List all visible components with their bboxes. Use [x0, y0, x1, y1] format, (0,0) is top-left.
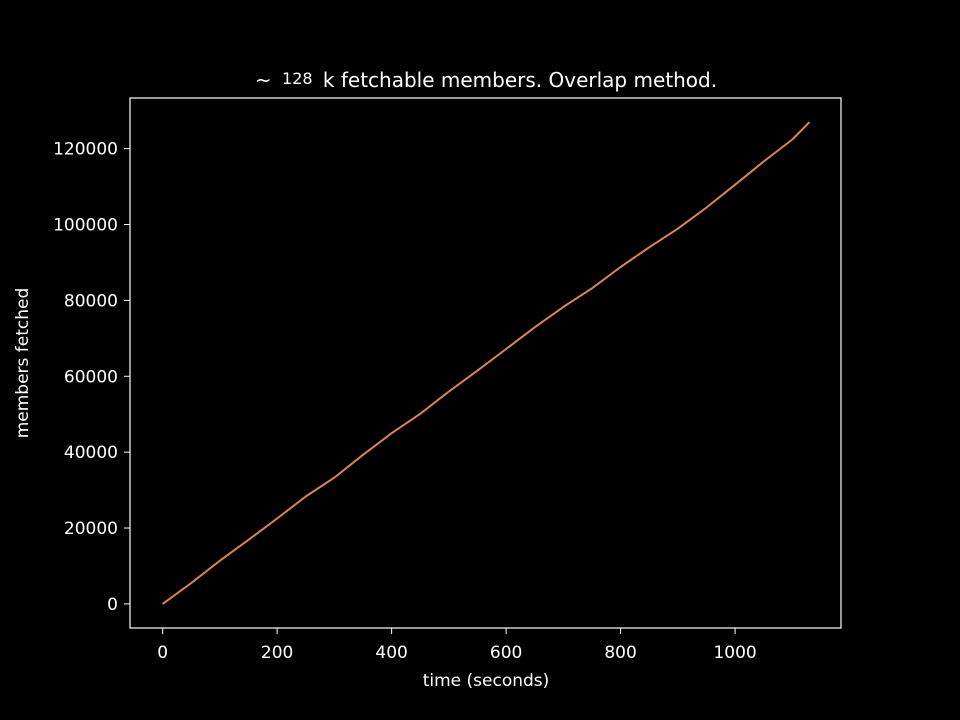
x-tick-label: 1000	[713, 643, 756, 663]
x-tick-label: 600	[490, 643, 522, 663]
plot-area	[162, 121, 811, 605]
y-tick-label: 80000	[64, 291, 118, 311]
x-tick-label: 200	[261, 643, 293, 663]
x-tick-label: 0	[157, 643, 168, 663]
series-line-0	[162, 121, 811, 605]
plot-frame	[129, 97, 842, 629]
chart-title: ~ 128 k fetchable members. Overlap metho…	[255, 65, 717, 92]
y-tick-label: 20000	[64, 519, 118, 539]
y-tick-label: 100000	[53, 216, 118, 236]
x-axis-label: time (seconds)	[423, 671, 550, 691]
y-tick-label: 60000	[64, 367, 118, 387]
y-tick-label: 40000	[64, 443, 118, 463]
chart-title-suffix: k fetchable members. Overlap method.	[323, 68, 717, 92]
x-tick-label: 400	[375, 643, 407, 663]
y-tick-label: 120000	[53, 140, 118, 160]
axis-ticks: 0 200 400 600 800 1000 0 20000 40000 60000 80000 10…	[53, 140, 757, 663]
chart-title-number: 128	[282, 69, 313, 88]
x-tick-label: 800	[604, 643, 636, 663]
y-axis-label: members fetched	[13, 288, 33, 439]
chart-title-prefix: ~	[255, 68, 272, 92]
y-tick-label: 0	[107, 595, 118, 615]
